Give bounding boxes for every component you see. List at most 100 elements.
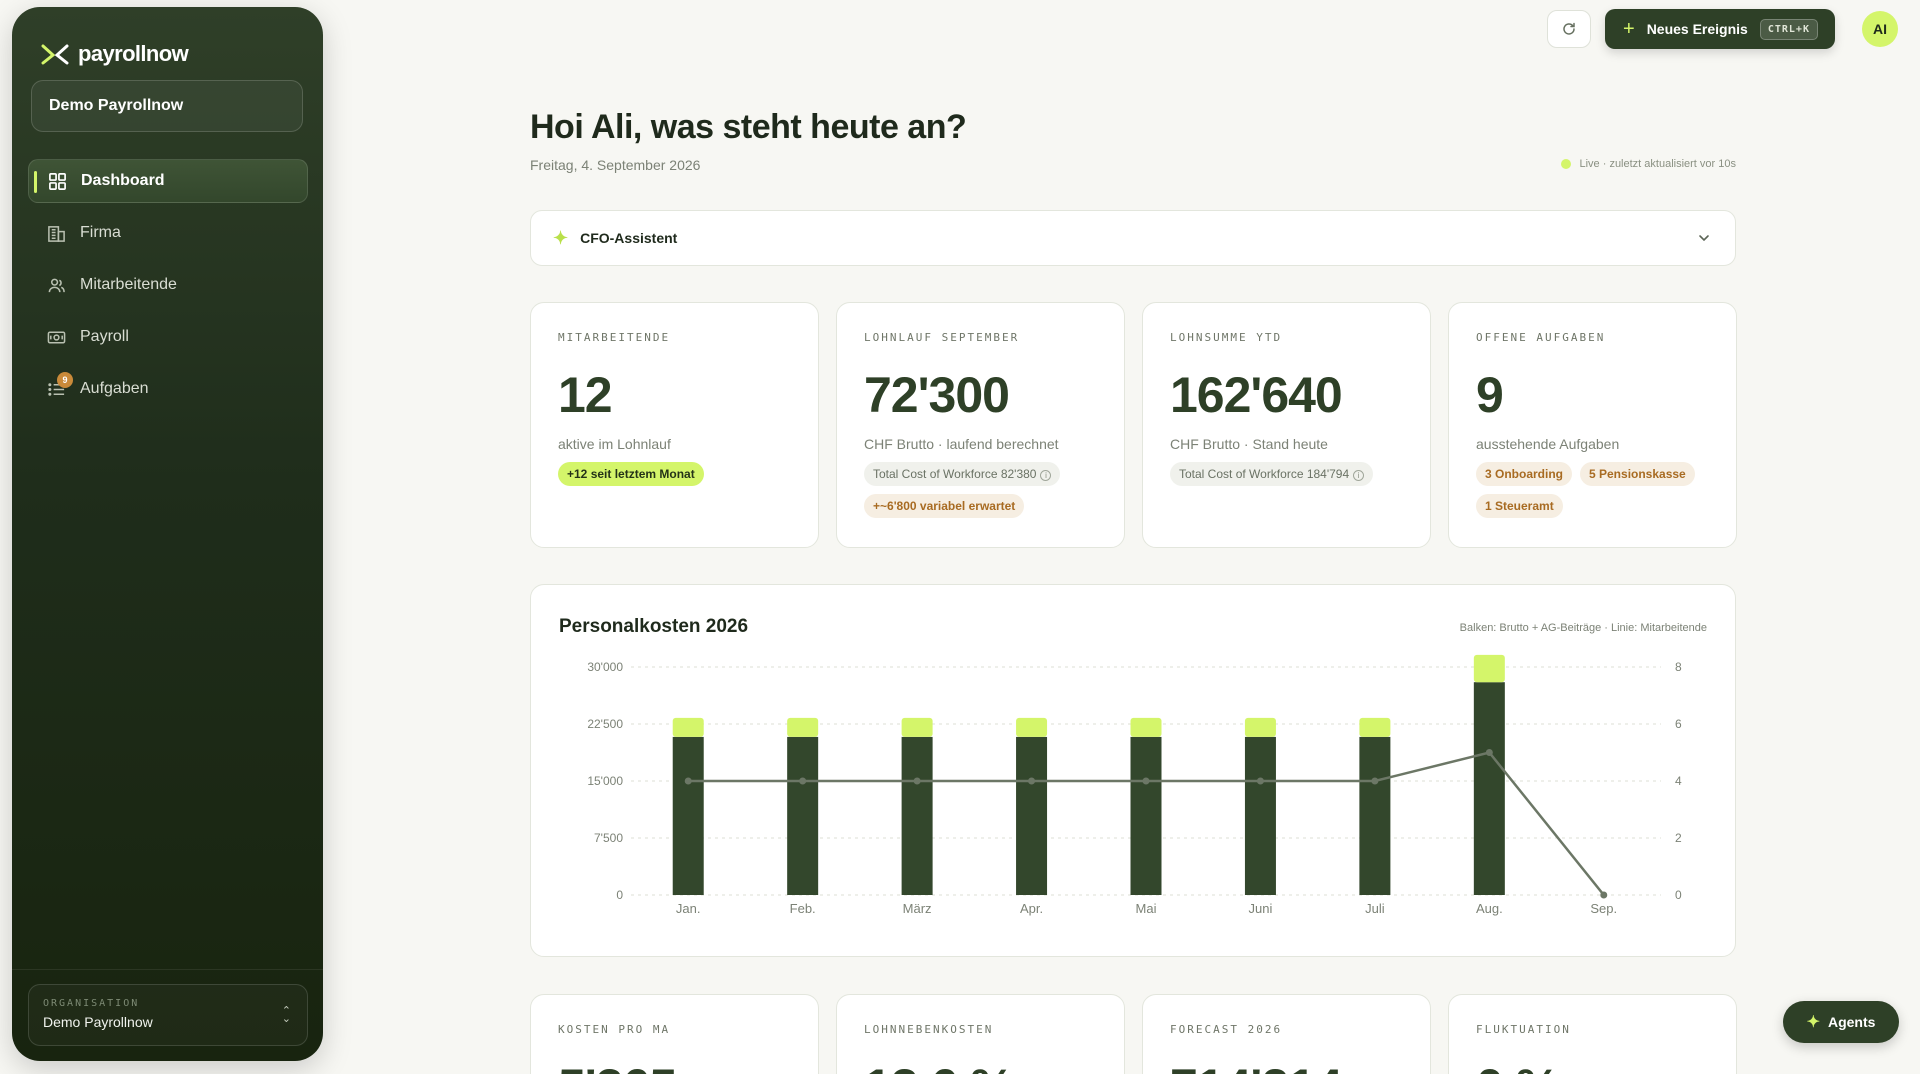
cfo-assistant-label: CFO-Assistent	[580, 230, 678, 246]
chevron-down-icon	[1699, 235, 1709, 242]
sidebar: payrollnow Demo Payrollnow Dashboard Fir…	[12, 7, 323, 1061]
brand-logo[interactable]: payrollnow	[40, 41, 189, 67]
sidebar-item-label: Firma	[80, 224, 121, 241]
bar-ag-beitraege	[787, 717, 819, 737]
bar-ag-beitraege	[1359, 717, 1391, 737]
shortcut-hint: CTRL+K	[1759, 18, 1818, 40]
kpi-card-kosten-pro-ma[interactable]: KOSTEN PRO MA 5'365	[530, 994, 819, 1074]
y-tick-label: 30'000	[587, 660, 623, 674]
y2-tick-label: 2	[1675, 831, 1682, 845]
bar-brutto	[1130, 736, 1162, 895]
kpi-card-mitarbeitende[interactable]: MITARBEITENDE 12 aktive im Lohnlauf +12 …	[530, 302, 819, 548]
cash-icon	[46, 327, 66, 347]
agents-button[interactable]: ✦ Agents	[1783, 1001, 1899, 1043]
kpi-label: LOHNSUMME YTD	[1170, 331, 1283, 344]
line-point	[1142, 777, 1150, 785]
y2-tick-label: 4	[1675, 774, 1682, 788]
x-tick-label: Jan.	[676, 901, 701, 916]
kpi-card-lohnsumme[interactable]: LOHNSUMME YTD 162'640 CHF Brutto · Stand…	[1142, 302, 1431, 548]
kpi-subtitle: CHF Brutto · laufend berechnet	[864, 436, 1059, 452]
total-cost-badge: Total Cost of Workforce 82'380 i	[864, 462, 1061, 486]
kpi-value: 0 %	[1476, 1058, 1709, 1074]
task-category-badge[interactable]: 3 Onboarding	[1476, 462, 1572, 486]
sidebar-item-label: Aufgaben	[80, 380, 149, 397]
line-point	[913, 777, 921, 785]
kpi-value: 72'300	[864, 367, 1010, 423]
kpi-pills: Total Cost of Workforce 184'794 i	[1170, 462, 1403, 486]
kpi-card-forecast[interactable]: FORECAST 2026 714'214	[1142, 994, 1431, 1074]
x-tick-label: Mai	[1136, 901, 1157, 916]
kpi-value: 9	[1476, 367, 1504, 423]
kpi-label: FORECAST 2026	[1170, 1023, 1283, 1036]
info-icon[interactable]: i	[1353, 470, 1365, 481]
refresh-icon	[1563, 22, 1575, 35]
sidebar-item-payroll[interactable]: Payroll	[28, 315, 308, 359]
sidebar-item-aufgaben[interactable]: 9 Aufgaben	[28, 367, 308, 411]
kpi-subtitle: CHF Brutto · Stand heute	[1170, 436, 1328, 452]
x-tick-label: März	[903, 901, 932, 916]
kpi-value: 5'365	[558, 1058, 791, 1074]
bar-brutto	[672, 736, 704, 895]
line-point	[1485, 749, 1493, 756]
refresh-button[interactable]	[1547, 10, 1591, 48]
kpi-pills: Total Cost of Workforce 82'380 i +~6'800 …	[864, 462, 1097, 518]
sidebar-item-label: Mitarbeitende	[80, 276, 177, 293]
y2-tick-label: 0	[1675, 888, 1682, 902]
kpi-label: MITARBEITENDE	[558, 331, 671, 344]
bar-ag-beitraege	[1130, 717, 1162, 737]
kpi-subtitle: ausstehende Aufgaben	[1476, 436, 1620, 452]
kpi-subtitle: aktive im Lohnlauf	[558, 436, 671, 452]
sparkle-icon: ✦	[1806, 1014, 1820, 1031]
kpi-card-lohnnebenkosten[interactable]: LOHNNEBENKOSTEN 13.6 %	[836, 994, 1125, 1074]
logo-icon	[41, 44, 69, 65]
total-cost-text: Total Cost of Workforce 82'380	[873, 467, 1037, 481]
cfo-assistant-panel[interactable]: ✦ CFO-Assistent	[530, 210, 1736, 266]
kpi-card-fluktuation[interactable]: FLUKTUATION 0 %	[1448, 994, 1737, 1074]
chart-title: Personalkosten 2026	[559, 616, 749, 637]
y-tick-label: 15'000	[587, 774, 623, 788]
y-tick-label: 22'500	[587, 717, 623, 731]
kpi-label: FLUKTUATION	[1476, 1023, 1571, 1036]
total-cost-badge: Total Cost of Workforce 184'794 i	[1170, 462, 1374, 486]
brand-name: payrollnow	[78, 41, 189, 66]
bar-brutto	[1244, 736, 1276, 895]
line-point	[799, 777, 807, 785]
kpi-value: 13.6 %	[864, 1058, 1097, 1074]
info-icon[interactable]: i	[1040, 470, 1052, 481]
line-point	[1371, 777, 1379, 785]
sidebar-item-firma[interactable]: Firma	[28, 211, 308, 255]
kpi-card-lohnlauf[interactable]: LOHNLAUF SEPTEMBER 72'300 CHF Brutto · l…	[836, 302, 1125, 548]
organisation-name: Demo Payrollnow	[43, 1014, 153, 1030]
bar-ag-beitraege	[901, 717, 933, 737]
task-count-badge: 9	[57, 372, 73, 388]
y-tick-label: 7'500	[594, 831, 623, 845]
bar-ag-beitraege	[1016, 717, 1048, 737]
bar-ag-beitraege	[1244, 717, 1276, 737]
bar-brutto	[1359, 736, 1391, 895]
task-category-badge[interactable]: 1 Steueramt	[1476, 494, 1563, 518]
task-category-badge[interactable]: 5 Pensionskasse	[1580, 462, 1695, 486]
chevron-updown-icon: ⌃ ⌄	[281, 1005, 291, 1025]
live-status: Live · zuletzt aktualisiert vor 10s	[1561, 158, 1736, 170]
new-event-button[interactable]: + Neues Ereignis CTRL+K	[1605, 9, 1835, 49]
live-status-text: Live · zuletzt aktualisiert vor 10s	[1579, 158, 1736, 170]
personalkosten-chart-card: 0 7'500 15'000 22'500 30'000 0 2 4 6 8 Jan. Feb. Mär…	[530, 584, 1736, 957]
kpi-label: LOHNLAUF SEPTEMBER	[864, 331, 1020, 344]
users-icon	[46, 275, 66, 295]
x-tick-label: Apr.	[1020, 901, 1043, 916]
page-title: Hoi Ali, was steht heute an?	[530, 108, 967, 146]
sidebar-item-mitarbeitende[interactable]: Mitarbeitende	[28, 263, 308, 307]
bar-ag-beitraege	[1473, 654, 1505, 683]
org-selector[interactable]: Demo Payrollnow	[31, 80, 303, 132]
bar-brutto	[1016, 736, 1048, 895]
tasks-icon: 9	[46, 372, 73, 399]
user-avatar[interactable]: AI	[1862, 11, 1898, 47]
kpi-card-aufgaben[interactable]: OFFENE AUFGABEN 9 ausstehende Aufgaben 3…	[1448, 302, 1737, 548]
live-dot-icon	[1561, 159, 1572, 169]
bar-brutto	[787, 736, 819, 895]
organisation-switcher[interactable]: ORGANISATION Demo Payrollnow ⌃ ⌄	[28, 984, 308, 1046]
sidebar-nav: Dashboard Firma Mitarbeitende Payroll 9	[28, 159, 308, 419]
kpi-pills: +12 seit letztem Monat	[558, 462, 791, 486]
bar-brutto	[1473, 682, 1505, 895]
sidebar-item-dashboard[interactable]: Dashboard	[28, 159, 308, 203]
